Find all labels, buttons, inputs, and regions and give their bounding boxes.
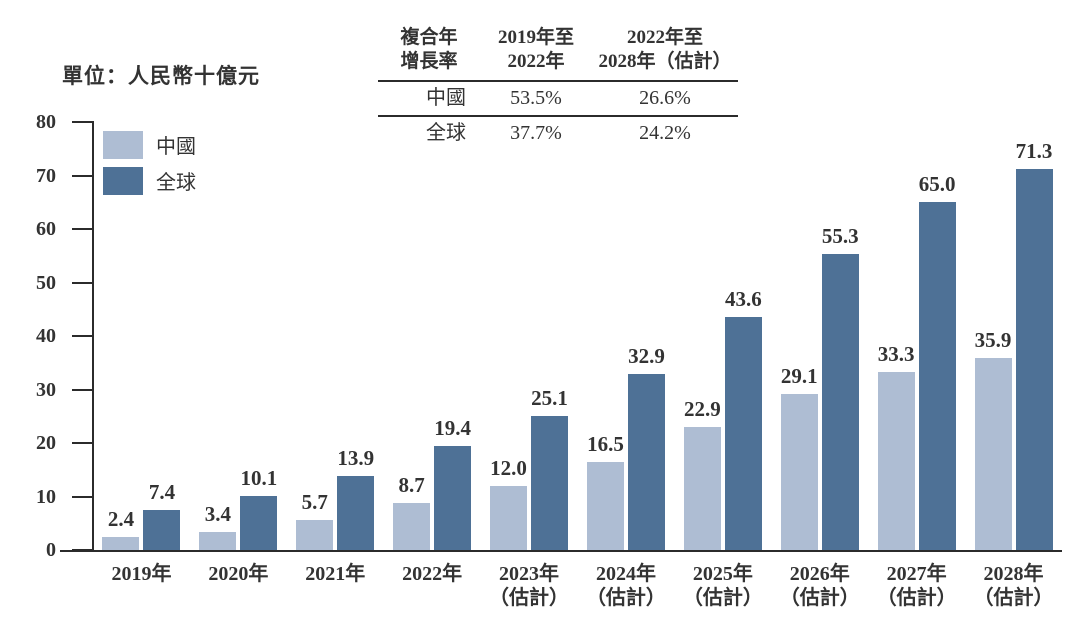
china-value-label: 29.1: [780, 364, 818, 389]
global-bar: [724, 316, 762, 550]
y-axis-tick: [72, 388, 92, 391]
cagr-row-global-label: 全球: [426, 122, 466, 144]
global-bar: [337, 475, 375, 550]
cagr-header-metric: 複合年 增長率: [378, 26, 480, 74]
x-axis-category-label: 2026年 （估計）: [779, 563, 860, 609]
china-bar: [102, 537, 140, 550]
cagr-header-period1-line1: 2019年至: [497, 27, 574, 48]
y-axis-tick: [72, 442, 92, 444]
china-value-label: 8.7: [398, 473, 425, 498]
global-bar: [1015, 168, 1053, 550]
y-axis-tick-label: 60: [36, 218, 56, 240]
y-axis-tick-label: 10: [36, 485, 56, 508]
cagr-row-china: 中國 53.5% 26.6%: [378, 82, 738, 117]
x-axis-category-label: 2022年: [402, 563, 463, 585]
x-axis-category-label: 2020年: [208, 563, 269, 585]
y-axis-tick-label: 80: [36, 111, 56, 133]
global-value-label: 71.3: [1015, 138, 1053, 163]
y-axis-tick: [72, 495, 92, 498]
china-bar: [974, 357, 1012, 550]
cagr-header-metric-line2: 增長率: [400, 51, 458, 72]
cagr-row-global: 全球 37.7% 24.2%: [378, 117, 738, 150]
global-bar: [821, 254, 859, 550]
cagr-china-2019-2022: 53.5%: [510, 87, 562, 109]
global-value-label: 43.6: [724, 286, 762, 311]
x-axis-category-label: 2028年 （估計）: [973, 563, 1054, 609]
cagr-row-china-label: 中國: [426, 87, 466, 109]
cagr-header-metric-line1: 複合年: [400, 27, 458, 48]
china-value-label: 16.5: [587, 431, 624, 456]
x-axis-category-label: 2023年 （估計）: [489, 563, 570, 609]
global-bar: [627, 373, 665, 550]
cagr-table: 複合年 增長率 2019年至 2022年 2022年至 2028年（估計） 中國…: [378, 26, 738, 150]
china-value-label: 2.4: [107, 507, 135, 532]
global-value-label: 32.9: [628, 343, 665, 368]
y-axis-tick: [72, 281, 92, 284]
y-axis-tick-label: 0: [46, 539, 56, 561]
global-value-label: 7.4: [148, 480, 176, 505]
y-axis-tick-label: 20: [36, 432, 56, 454]
china-bar: [877, 371, 915, 550]
y-axis-tick-label: 70: [36, 164, 56, 187]
global-value-label: 19.4: [434, 416, 472, 441]
china-value-label: 33.3: [877, 341, 915, 366]
cagr-header-period1: 2019年至 2022年: [480, 26, 592, 74]
china-bar: [490, 485, 528, 550]
global-bar: [240, 495, 278, 550]
cagr-header-period2-line1: 2022年至: [626, 27, 703, 48]
y-axis-line: [92, 121, 94, 552]
x-axis-category-label: 2019年: [111, 563, 172, 585]
global-bar: [143, 510, 181, 550]
legend-item-china: 中國: [103, 130, 196, 159]
global-bar: [434, 446, 472, 550]
legend-label-global: 全球: [156, 172, 196, 194]
legend-label-china: 中國: [156, 136, 196, 158]
china-value-label: 12.0: [490, 455, 527, 480]
cagr-header-period2: 2022年至 2028年（估計）: [592, 26, 738, 74]
x-axis-category-label: 2025年 （估計）: [682, 563, 763, 609]
y-axis-tick: [72, 228, 92, 230]
global-value-label: 55.3: [821, 224, 859, 249]
china-bar: [393, 503, 431, 550]
china-bar: [296, 519, 334, 550]
y-axis-tick: [72, 121, 92, 123]
unit-label: 單位：人民幣十億元: [62, 64, 260, 88]
global-value-label: 25.1: [531, 385, 568, 410]
cagr-header-period2-line2: 2028年（估計）: [598, 51, 732, 72]
china-bar: [780, 394, 818, 550]
x-axis-category-label: 2021年: [305, 563, 366, 585]
cagr-global-2022-2028: 24.2%: [639, 122, 691, 144]
cagr-china-2022-2028: 26.6%: [639, 87, 691, 109]
y-axis-tick: [72, 549, 92, 551]
y-axis-tick: [72, 335, 92, 337]
x-axis-category-label: 2024年 （估計）: [585, 563, 666, 609]
china-value-label: 3.4: [204, 501, 231, 526]
y-axis-tick-label: 50: [36, 271, 56, 294]
y-axis-tick-label: 40: [36, 325, 56, 347]
x-axis-category-label: 2027年 （估計）: [876, 563, 957, 609]
chart-legend: 中國 全球: [103, 130, 196, 202]
china-value-label: 22.9: [683, 397, 721, 422]
china-bar: [199, 531, 237, 550]
china-color-swatch: [103, 130, 143, 159]
china-bar: [683, 427, 721, 550]
x-axis-line: [60, 550, 1062, 552]
cagr-header-period1-line2: 2022年: [507, 51, 565, 72]
y-axis-tick: [72, 174, 92, 177]
global-value-label: 10.1: [240, 465, 278, 490]
global-bar: [918, 202, 956, 550]
china-value-label: 5.7: [301, 489, 328, 514]
china-value-label: 35.9: [974, 327, 1012, 352]
y-axis-tick-label: 30: [36, 378, 56, 401]
cagr-global-2019-2022: 37.7%: [510, 122, 562, 144]
cagr-table-header: 複合年 增長率 2019年至 2022年 2022年至 2028年（估計）: [378, 26, 738, 82]
global-value-label: 65.0: [918, 172, 956, 197]
china-bar: [586, 461, 624, 550]
global-bar: [531, 415, 569, 550]
global-value-label: 13.9: [337, 445, 375, 470]
legend-item-global: 全球: [103, 166, 196, 195]
global-color-swatch: [103, 166, 143, 195]
